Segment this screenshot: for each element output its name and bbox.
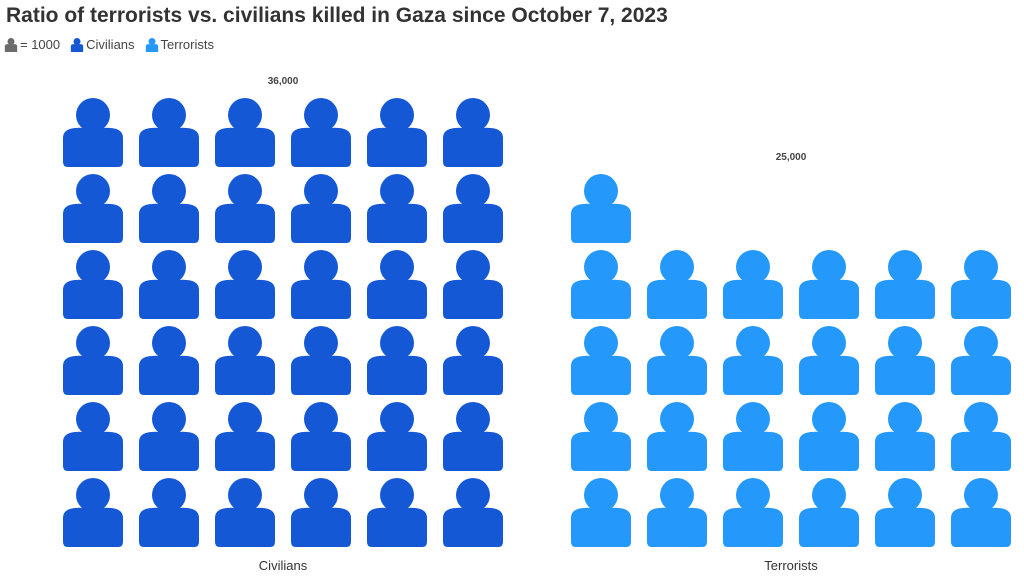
person-icon xyxy=(4,37,18,52)
civilians-person-icon xyxy=(291,98,351,167)
civilians-person-icon xyxy=(367,326,427,395)
civilians-person-icon xyxy=(443,98,503,167)
civilians-person-icon xyxy=(139,250,199,319)
terrorists-person-icon xyxy=(951,402,1011,471)
civilians-person-icon xyxy=(291,174,351,243)
terrorists-person-icon xyxy=(571,402,631,471)
civilians-person-icon xyxy=(215,250,275,319)
civilians-person-icon xyxy=(139,402,199,471)
terrorists-person-icon xyxy=(799,478,859,547)
chart-title: Ratio of terrorists vs. civilians killed… xyxy=(6,4,668,27)
civilians-person-icon xyxy=(63,478,123,547)
terrorists-person-icon xyxy=(875,326,935,395)
terrorists-person-icon xyxy=(571,478,631,547)
terrorists-person-icon xyxy=(571,326,631,395)
legend-civilians-label: Civilians xyxy=(86,37,135,52)
terrorists-person-icon xyxy=(875,402,935,471)
terrorists-person-icon xyxy=(951,478,1011,547)
legend-unit: = 1000 xyxy=(4,37,60,52)
terrorists-person-icon xyxy=(647,250,707,319)
civilians-person-icon xyxy=(443,478,503,547)
terrorists-person-icon xyxy=(875,250,935,319)
civilians-person-icon xyxy=(215,478,275,547)
legend: = 1000 Civilians Terrorists xyxy=(4,37,220,52)
civilians-person-icon xyxy=(291,326,351,395)
civilians-person-icon xyxy=(215,98,275,167)
civilians-person-icon xyxy=(215,402,275,471)
terrorists-person-icon xyxy=(647,478,707,547)
civilians-person-icon xyxy=(367,402,427,471)
terrorists-person-icon xyxy=(647,402,707,471)
terrorists-person-icon xyxy=(571,250,631,319)
civilians-person-icon xyxy=(63,98,123,167)
terrorists-person-icon xyxy=(799,402,859,471)
legend-civilians[interactable]: Civilians xyxy=(70,37,135,52)
civilians-person-icon xyxy=(139,478,199,547)
terrorists-person-icon xyxy=(951,250,1011,319)
civilians-person-icon xyxy=(443,402,503,471)
terrorists-person-icon xyxy=(799,250,859,319)
civilians-person-icon xyxy=(63,402,123,471)
terrorists-person-icon xyxy=(723,250,783,319)
person-icon xyxy=(145,37,158,52)
civilians-person-icon xyxy=(367,174,427,243)
terrorists-person-icon xyxy=(799,326,859,395)
terrorists-person-icon xyxy=(723,478,783,547)
civilians-person-icon xyxy=(215,326,275,395)
civilians-person-icon xyxy=(443,174,503,243)
civilians-person-icon xyxy=(443,326,503,395)
civilians-person-icon xyxy=(367,478,427,547)
terrorists-person-icon xyxy=(647,326,707,395)
value-label: 25,000 xyxy=(776,152,807,163)
legend-unit-label: = 1000 xyxy=(20,37,61,52)
civilians-person-icon xyxy=(367,98,427,167)
civilians-person-icon xyxy=(291,478,351,547)
civilians-person-icon xyxy=(367,250,427,319)
civilians-person-icon xyxy=(63,326,123,395)
civilians-person-icon xyxy=(139,98,199,167)
legend-terrorists-label: Terrorists xyxy=(160,37,214,52)
civilians-person-icon xyxy=(63,174,123,243)
civilians-person-icon xyxy=(215,174,275,243)
terrorists-person-icon xyxy=(571,174,631,243)
terrorists-person-icon xyxy=(723,402,783,471)
civilians-person-icon xyxy=(291,250,351,319)
civilians-person-icon xyxy=(139,326,199,395)
civilians-person-icon xyxy=(63,250,123,319)
category-label: Terrorists xyxy=(764,558,818,573)
person-icon xyxy=(70,37,84,52)
civilians-person-icon xyxy=(443,250,503,319)
legend-terrorists[interactable]: Terrorists xyxy=(145,37,214,52)
terrorists-person-icon xyxy=(875,478,935,547)
civilians-person-icon xyxy=(139,174,199,243)
terrorists-person-icon xyxy=(723,326,783,395)
civilians-person-icon xyxy=(291,402,351,471)
category-label: Civilians xyxy=(259,558,308,573)
terrorists-person-icon xyxy=(951,326,1011,395)
value-label: 36,000 xyxy=(268,76,299,87)
